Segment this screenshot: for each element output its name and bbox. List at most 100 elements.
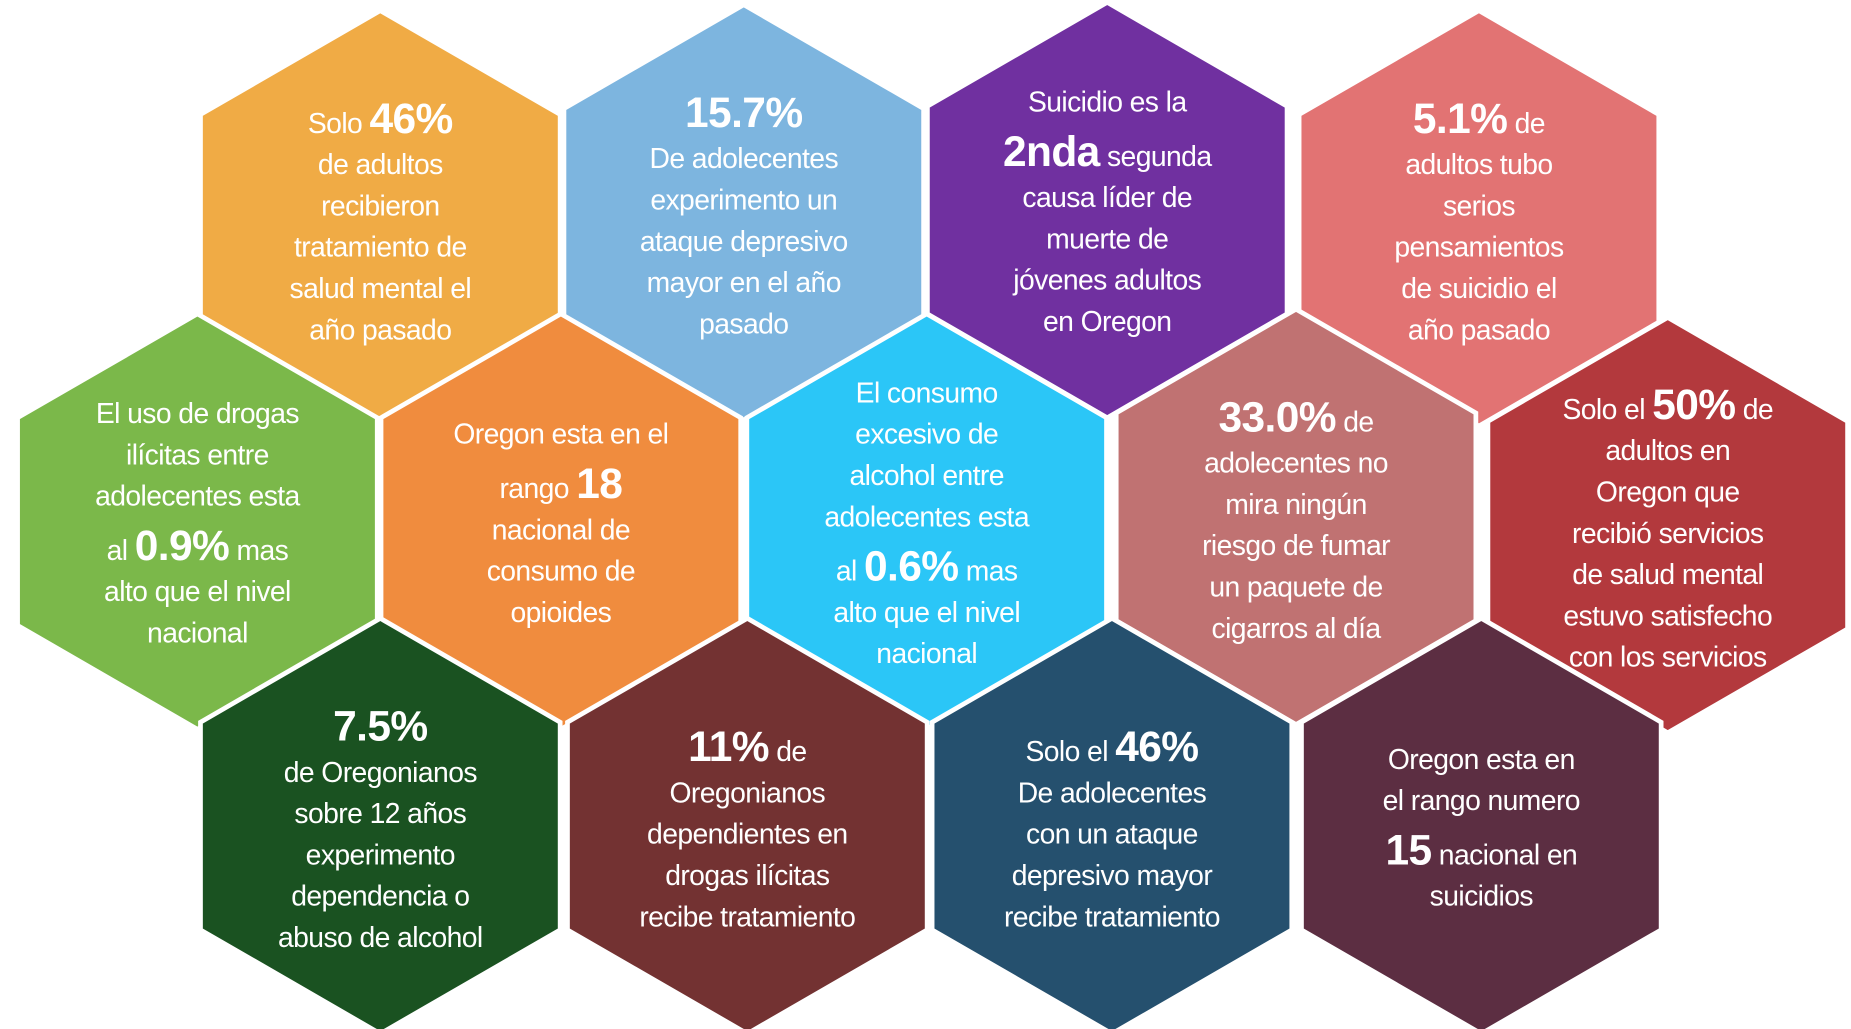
text-run: Solo el [1025, 736, 1115, 768]
text-run: en Oregon [1043, 306, 1171, 338]
highlight-figure: 15.7% [685, 90, 802, 137]
hex-text: 11% de Oregonianos dependientes en drogas i… [639, 724, 855, 933]
text-run: con un ataque [1026, 819, 1198, 851]
highlight-figure: 50% [1652, 382, 1735, 429]
hex-text: Solo el 46% De adolecentes con un ataque de… [1004, 724, 1220, 933]
text-run: recibe tratamiento [639, 901, 855, 933]
text-run: riesgo de fumar [1202, 530, 1390, 562]
text-run: de [1735, 394, 1773, 426]
text-run: año pasado [1408, 314, 1550, 346]
text-run: pasado [699, 308, 788, 340]
text-run: nacional [876, 638, 977, 670]
text-run: mira ningún [1225, 489, 1366, 521]
hex-text: El uso de drogas ilícitas entre adolecente… [95, 398, 300, 649]
text-run: con los servicios [1569, 642, 1767, 674]
text-run: De adolecentes [650, 143, 839, 175]
text-run: mayor en el año [647, 267, 841, 299]
text-run: ataque depresivo [640, 226, 848, 258]
highlight-figure: 46% [1115, 724, 1198, 771]
highlight-figure: 11% [688, 724, 769, 771]
hex-text: 15.7% De adolecentes experimento un ataque … [640, 90, 848, 341]
highlight-figure: 46% [369, 96, 452, 143]
text-run: Oregon esta en [1388, 744, 1575, 776]
hex-tile: 5.1% de adultos tubo serios pensamientos de … [1296, 7, 1662, 429]
text-run: rango [499, 473, 576, 505]
text-run: adolecentes esta [824, 501, 1029, 533]
text-run: Oregon esta en el [453, 419, 668, 451]
text-run: salud mental el [290, 273, 472, 305]
text-run: de suicidio el [1401, 273, 1556, 305]
text-run: segunda [1100, 141, 1213, 173]
hex-tile: 15.7% De adolecentes experimento un ataque … [561, 1, 926, 423]
hex-text: El consumo excesivo de alcohol entre adolec… [824, 377, 1029, 670]
text-run: recibe tratamiento [1004, 901, 1220, 933]
hex-text: Oregon esta en el rango numero 15 nacional… [1383, 744, 1580, 913]
hexagon [1299, 615, 1664, 1029]
text-run: un paquete de [1209, 572, 1382, 604]
text-run: mas [229, 535, 288, 567]
text-run: dependencia o [291, 881, 469, 913]
text-run: estuvo satisfecho [1563, 600, 1772, 632]
hexagon [561, 1, 926, 423]
hex-tile: El consumo excesivo de alcohol entre adolec… [744, 311, 1109, 732]
text-run: consumo de [487, 556, 635, 588]
text-run: nacional en [1432, 839, 1578, 871]
text-run: recibió servicios [1572, 518, 1764, 550]
text-run: al [836, 556, 864, 588]
text-run: suicidios [1430, 881, 1534, 913]
hex-tile: 33.0% de adolecentes no mira ningún riesgo … [1113, 306, 1479, 728]
text-run: alto que el nivel [104, 576, 291, 608]
text-run: nacional [147, 618, 248, 650]
hexagon [198, 615, 563, 1029]
text-run: causa líder de [1022, 182, 1192, 214]
text-run: adultos tubo [1405, 149, 1552, 181]
text-run: de [1507, 108, 1545, 140]
hexagon [15, 311, 380, 732]
text-run: Solo el [1562, 394, 1652, 426]
text-run: el rango numero [1383, 785, 1580, 817]
hex-tile: 7.5% de Oregonianos sobre 12 años experimen… [198, 615, 563, 1029]
hex-text: 33.0% de adolecentes no mira ningún riesgo … [1202, 394, 1390, 645]
text-run: pensamientos [1394, 232, 1564, 264]
hexagon [1113, 306, 1479, 728]
text-run: de salud mental [1572, 559, 1763, 591]
hexagon [1296, 7, 1662, 429]
highlight-figure: 0.9% [135, 523, 229, 570]
hex-tile: Solo el 50% de adultos en Oregon que recibi… [1485, 314, 1850, 736]
hex-tile: Oregon esta en el rango numero 15 nacional… [1299, 615, 1664, 1029]
hex-tile: Solo el 46% De adolecentes con un ataque de… [929, 615, 1295, 1029]
text-run: de adultos [318, 149, 443, 181]
hex-text: Solo el 50% de adultos en Oregon que recibi… [1562, 382, 1773, 674]
text-run: depresivo mayor [1012, 860, 1213, 892]
text-run: serios [1443, 190, 1515, 222]
text-run: dependientes en [647, 819, 848, 851]
highlight-figure: 5.1% [1413, 96, 1507, 143]
text-run: año pasado [309, 314, 451, 346]
hex-tile: El uso de drogas ilícitas entre adolecente… [15, 311, 380, 732]
text-run: experimento [306, 839, 455, 871]
text-run: de [769, 736, 807, 768]
text-run: adolecentes esta [95, 481, 300, 513]
text-run: alcohol entre [849, 460, 1003, 492]
text-run: sobre 12 años [294, 798, 466, 830]
hex-tile: Solo 46% de adultos recibieron tratamiento … [198, 7, 563, 429]
highlight-figure: 33.0% [1219, 394, 1336, 441]
text-run: El consumo [856, 377, 998, 409]
hex-text: Solo 46% de adultos recibieron tratamiento … [290, 96, 472, 347]
text-run: El uso de drogas [96, 398, 299, 430]
text-run: muerte de [1046, 223, 1168, 255]
text-run: experimento un [650, 184, 837, 216]
text-run: Suicidio es la [1028, 87, 1187, 119]
text-run: De adolecentes [1018, 777, 1207, 809]
highlight-figure: 15 [1385, 827, 1431, 874]
hexagon [929, 615, 1295, 1029]
text-run: mas [958, 556, 1017, 588]
hexagon [565, 615, 930, 1029]
text-run: nacional de [492, 514, 630, 546]
text-run: abuso de alcohol [278, 922, 483, 954]
text-run: jóvenes adultos [1012, 265, 1201, 297]
highlight-figure: 7.5% [333, 703, 427, 750]
text-run: tratamiento de [294, 232, 467, 264]
text-run: Solo [308, 108, 370, 140]
